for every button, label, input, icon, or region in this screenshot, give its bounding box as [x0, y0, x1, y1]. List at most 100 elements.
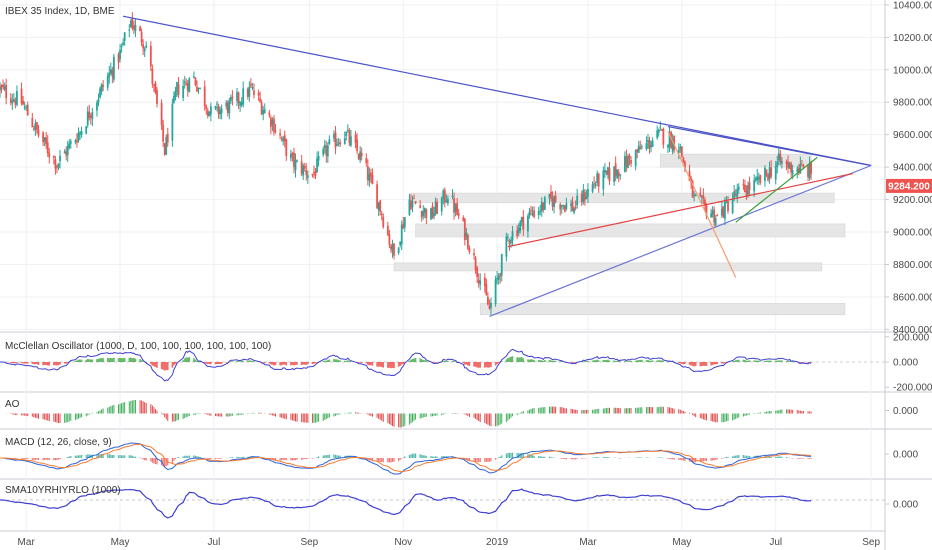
candle-body [627, 156, 629, 168]
candle-body [219, 110, 221, 115]
candle-body [684, 161, 686, 169]
price-zone[interactable] [479, 303, 846, 316]
candle-body [456, 202, 459, 216]
candle-body [74, 140, 77, 143]
candle-body [660, 129, 663, 131]
candle-body [174, 91, 177, 97]
candle-body [494, 279, 497, 304]
candle-body [522, 216, 525, 230]
candle-body [688, 170, 691, 181]
candle-body [608, 168, 611, 182]
candle-body [249, 83, 252, 86]
candle-body [779, 154, 782, 163]
candle-body [129, 20, 132, 27]
candle-body [710, 213, 712, 218]
candle-body [634, 150, 637, 167]
candle-body [56, 166, 58, 168]
trend-line[interactable] [735, 156, 818, 223]
candle-body [747, 185, 749, 195]
candle-body [802, 165, 805, 168]
candle-body [177, 84, 180, 95]
candle-body [596, 173, 599, 183]
candle-body [453, 198, 455, 213]
candle-body [457, 213, 460, 217]
candle-body [194, 77, 197, 86]
candle-body [585, 196, 588, 199]
candle-body [636, 149, 639, 152]
candle-body [360, 152, 363, 157]
time-tick-label: Nov [394, 537, 412, 548]
candle-body [408, 199, 411, 215]
candle-body [311, 173, 314, 176]
candle-body [757, 177, 760, 180]
candle-body [742, 184, 745, 186]
candle-body [122, 42, 125, 46]
candle-body [197, 87, 200, 89]
candle-body [400, 224, 403, 245]
candle-body [203, 86, 206, 106]
candle-body [42, 132, 44, 143]
candle-body [680, 146, 683, 157]
candle-body [580, 193, 583, 203]
candle-body [725, 201, 728, 203]
candle-body [366, 166, 369, 181]
candle-body [100, 84, 103, 92]
candle-body [337, 142, 340, 144]
candle-body [263, 109, 266, 114]
candle-body [185, 83, 188, 86]
candle-body [173, 96, 175, 103]
candle-body [22, 101, 24, 105]
candle-body [199, 87, 201, 89]
candle-body [479, 280, 482, 285]
trend-line-drawings[interactable] [123, 15, 872, 317]
candle-body [780, 161, 783, 164]
candle-body [403, 217, 406, 228]
price-zone[interactable] [415, 223, 846, 238]
price-tick-label: 8400.000 [893, 325, 932, 336]
candle-body [413, 198, 415, 200]
candle-body [109, 69, 112, 74]
candle-body [16, 90, 18, 105]
candle-body [704, 199, 706, 205]
candle-body [89, 115, 92, 118]
candle-body [205, 106, 208, 109]
candle-body [454, 204, 457, 212]
candle-body [123, 32, 126, 41]
candle-body [445, 200, 448, 202]
candle-body [316, 158, 318, 173]
price-zone[interactable] [659, 153, 812, 168]
candle-body [145, 45, 148, 48]
candle-body [225, 102, 228, 107]
candle-body [5, 84, 8, 99]
candle-body [45, 137, 48, 145]
candle-body [720, 208, 723, 216]
candle-body [350, 136, 352, 146]
candle-body [539, 210, 542, 212]
trend-line[interactable] [123, 15, 872, 167]
candle-body [376, 184, 378, 209]
candle-body [54, 159, 57, 169]
candle-body [348, 130, 351, 143]
candle-body [785, 161, 788, 164]
candle-body [673, 135, 676, 150]
price-tick-label: 9200.000 [893, 195, 932, 206]
trend-line[interactable] [667, 125, 872, 167]
candle-body [527, 216, 529, 232]
candle-body [128, 29, 131, 31]
candle-body [59, 155, 61, 162]
candle-body [208, 111, 211, 117]
trend-line[interactable] [667, 131, 737, 278]
candle-body [500, 254, 503, 276]
candle-body [667, 144, 669, 148]
candle-body [237, 92, 240, 103]
candle-body [713, 209, 716, 223]
price-zone[interactable] [393, 262, 823, 272]
candle-body [603, 169, 606, 172]
candle-body [186, 82, 189, 91]
candle-body [12, 99, 15, 102]
trend-line[interactable] [507, 173, 853, 248]
candle-body [88, 111, 91, 119]
trend-line[interactable] [489, 164, 872, 317]
